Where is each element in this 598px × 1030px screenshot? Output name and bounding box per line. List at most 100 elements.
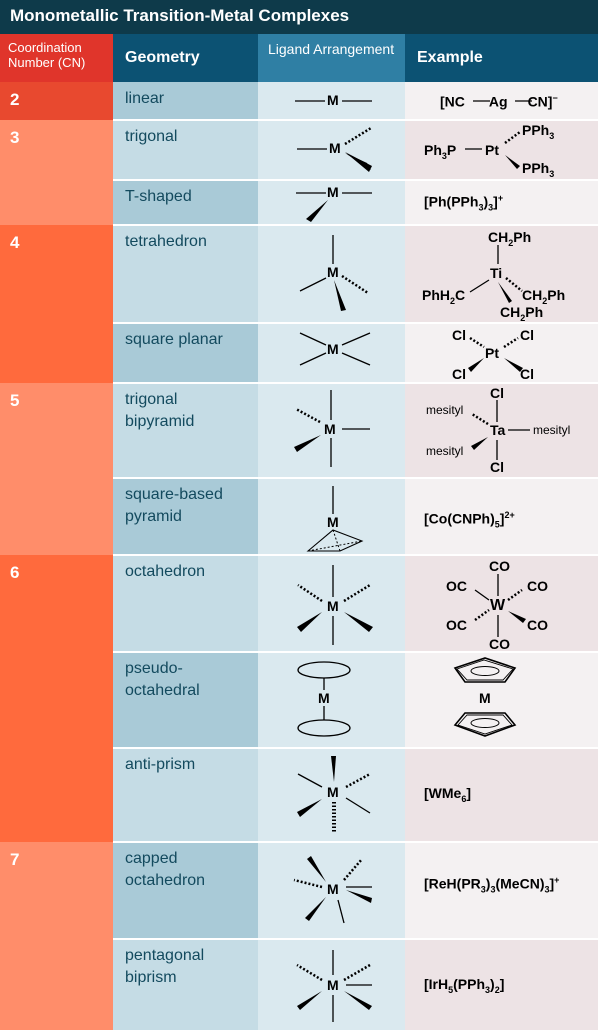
example-text: Ta (490, 422, 506, 438)
example-text: CH2Ph (488, 229, 532, 248)
example-text: [Ph(PPh3)3]+ (424, 193, 504, 213)
example-text: Cl (520, 327, 534, 343)
header-geometry: Geometry (113, 34, 258, 82)
metal-label: M (327, 514, 339, 530)
example-text: Ph3P (424, 142, 457, 161)
geometry-square-planar: square planar (113, 323, 258, 383)
example-text: Cl (490, 385, 504, 401)
ligand-capped-octahedron (258, 842, 405, 939)
row-divider (113, 119, 598, 121)
cn-6: 6 (0, 555, 113, 842)
example-text: Cl (520, 366, 534, 382)
example-square-planar (405, 323, 598, 383)
example-trigonal-bipyramid (405, 383, 598, 478)
example-pseudo-octahedral (405, 652, 598, 748)
geometry-octahedron: octahedron (113, 555, 258, 652)
example-text: CO (489, 636, 510, 652)
metal-label: M (327, 784, 339, 800)
row-divider (113, 554, 598, 556)
example-text: Cl (452, 366, 466, 382)
metal-label: M (324, 421, 336, 437)
geometry-tetrahedron: tetrahedron (113, 225, 258, 323)
metal-label: M (327, 977, 339, 993)
geometry-pseudo-octahedral: pseudo-octahedral (113, 652, 258, 748)
example-tetrahedron (405, 225, 598, 323)
example-text: CO (527, 617, 548, 633)
example-pentagonal-biprism (405, 939, 598, 1030)
example-text: OC (446, 617, 467, 633)
ligand-pseudo-octahedral (258, 652, 405, 748)
geometry-capped-octahedron: capped octahedron (113, 842, 258, 939)
example-text: Ti (490, 265, 503, 281)
example-text: W (490, 597, 506, 614)
example-text: [WMe6] (424, 785, 472, 804)
row-divider (113, 382, 598, 384)
example-text: PhH2C (422, 287, 466, 306)
ligand-tetrahedron (258, 225, 405, 323)
example-anti-prism (405, 748, 598, 842)
metal-label: M (327, 341, 339, 357)
geometry-pentagonal-biprism: pentagonal biprism (113, 939, 258, 1030)
example-text: PPh3 (522, 122, 555, 141)
cn-4: 4 (0, 225, 113, 383)
header-example: Example (405, 34, 598, 82)
example-text: [IrH5(PPh3)2] (424, 976, 505, 995)
metal-label: M (327, 598, 339, 614)
ligand-anti-prism (258, 748, 405, 842)
ligand-t-shaped (258, 180, 405, 225)
example-text: mesityl (533, 423, 571, 437)
metal-label: M (327, 264, 339, 280)
example-text: M (479, 690, 491, 706)
metal-label: M (327, 184, 339, 200)
example-text: Cl (452, 327, 466, 343)
cn-7: 7 (0, 842, 113, 1030)
example-text: CO (489, 558, 510, 574)
geometry-t-shaped: T-shaped (113, 180, 258, 225)
metal-label: M (329, 140, 341, 156)
page-title: Monometallic Transition-Metal Complexes (0, 0, 598, 34)
row-divider (113, 841, 598, 843)
example-capped-octahedron (405, 842, 598, 939)
example-text: CO (527, 578, 548, 594)
example-text: CH2Ph (500, 304, 544, 323)
example-text: OC (446, 578, 467, 594)
geometry-square-based-pyramid: square-based pyramid (113, 478, 258, 555)
example-octahedron (405, 555, 598, 652)
metal-label: M (318, 690, 330, 706)
row-divider (113, 938, 598, 940)
example-text: mesityl (426, 444, 464, 458)
example-text: CH2Ph (522, 287, 566, 306)
example-text: Pt (485, 345, 499, 361)
example-t-shaped (405, 180, 598, 225)
ligand-pentagonal-biprism (258, 939, 405, 1030)
example-text: [Co(CNPh)5]2+ (424, 510, 515, 530)
header-ligand: Ligand Arrangement (258, 34, 405, 82)
example-text: [NC Ag CN]− (440, 93, 558, 110)
example-text: PPh3 (522, 160, 555, 179)
row-divider (113, 224, 598, 226)
example-text: mesityl (426, 403, 464, 417)
cn-5: 5 (0, 383, 113, 555)
cn-2: 2 (0, 82, 113, 120)
row-divider (113, 179, 598, 181)
geometry-trigonal-bipyramid: trigonal bipyramid (113, 383, 258, 478)
cn-3: 3 (0, 120, 113, 225)
example-text: Pt (485, 142, 499, 158)
example-text: [ReH(PR3)3(MeCN)3]+ (424, 875, 560, 895)
metal-label: M (327, 92, 339, 108)
metal-label: M (327, 881, 339, 897)
geometry-linear: linear (113, 82, 258, 120)
geometry-trigonal: trigonal (113, 120, 258, 180)
row-divider (113, 322, 598, 324)
header-cn: Coordination Number (CN) (0, 34, 113, 82)
example-trigonal (405, 120, 598, 180)
geometry-anti-prism: anti-prism (113, 748, 258, 842)
row-divider (113, 651, 598, 653)
ligand-trigonal (258, 120, 405, 180)
example-square-based-pyramid (405, 478, 598, 555)
ligand-square-planar (258, 323, 405, 383)
ligand-square-based-pyramid (258, 478, 405, 555)
ligand-octahedron (258, 555, 405, 652)
example-text: Cl (490, 459, 504, 475)
